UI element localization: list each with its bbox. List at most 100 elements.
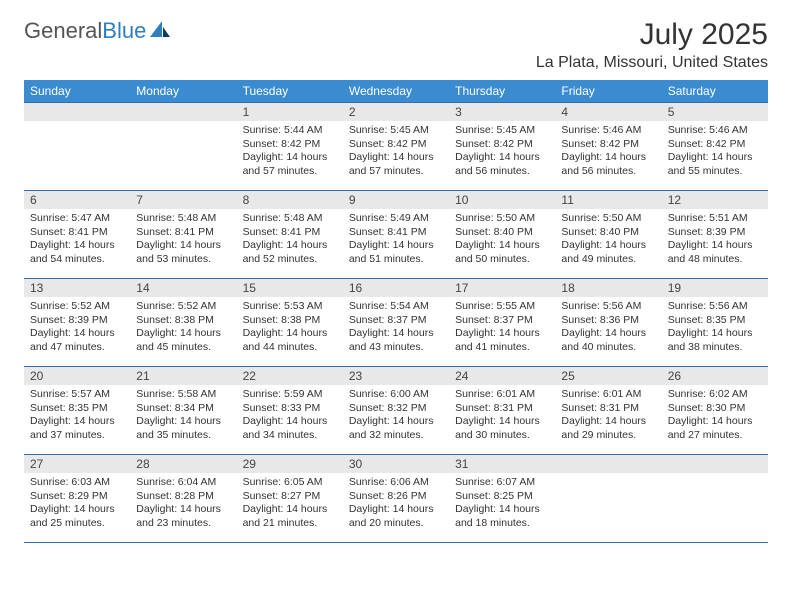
daylight-text: Daylight: 14 hours and 37 minutes. [30, 415, 124, 442]
day-details: Sunrise: 6:01 AMSunset: 8:31 PMDaylight:… [449, 385, 555, 447]
day-number: 6 [24, 191, 130, 209]
calendar-day-cell: 14Sunrise: 5:52 AMSunset: 8:38 PMDayligh… [130, 279, 236, 367]
calendar-body: 1Sunrise: 5:44 AMSunset: 8:42 PMDaylight… [24, 103, 768, 543]
sunrise-text: Sunrise: 5:53 AM [243, 300, 337, 314]
calendar-day-cell: 28Sunrise: 6:04 AMSunset: 8:28 PMDayligh… [130, 455, 236, 543]
calendar-day-cell: 26Sunrise: 6:02 AMSunset: 8:30 PMDayligh… [662, 367, 768, 455]
daylight-text: Daylight: 14 hours and 25 minutes. [30, 503, 124, 530]
day-details: Sunrise: 5:48 AMSunset: 8:41 PMDaylight:… [237, 209, 343, 271]
day-details: Sunrise: 5:54 AMSunset: 8:37 PMDaylight:… [343, 297, 449, 359]
day-details: Sunrise: 5:44 AMSunset: 8:42 PMDaylight:… [237, 121, 343, 183]
daylight-text: Daylight: 14 hours and 57 minutes. [349, 151, 443, 178]
daylight-text: Daylight: 14 hours and 43 minutes. [349, 327, 443, 354]
day-number: 18 [555, 279, 661, 297]
daylight-text: Daylight: 14 hours and 20 minutes. [349, 503, 443, 530]
day-number: 25 [555, 367, 661, 385]
calendar-day-cell: 16Sunrise: 5:54 AMSunset: 8:37 PMDayligh… [343, 279, 449, 367]
day-details: Sunrise: 5:49 AMSunset: 8:41 PMDaylight:… [343, 209, 449, 271]
day-details: Sunrise: 5:57 AMSunset: 8:35 PMDaylight:… [24, 385, 130, 447]
daylight-text: Daylight: 14 hours and 45 minutes. [136, 327, 230, 354]
sunrise-text: Sunrise: 6:07 AM [455, 476, 549, 490]
sunset-text: Sunset: 8:41 PM [349, 226, 443, 240]
sunset-text: Sunset: 8:32 PM [349, 402, 443, 416]
sunrise-text: Sunrise: 6:02 AM [668, 388, 762, 402]
day-number: 13 [24, 279, 130, 297]
sunrise-text: Sunrise: 5:44 AM [243, 124, 337, 138]
month-title: July 2025 [536, 18, 768, 52]
sunset-text: Sunset: 8:38 PM [136, 314, 230, 328]
day-number-empty [24, 103, 130, 121]
sunrise-text: Sunrise: 6:05 AM [243, 476, 337, 490]
day-details: Sunrise: 5:59 AMSunset: 8:33 PMDaylight:… [237, 385, 343, 447]
day-number: 17 [449, 279, 555, 297]
sunrise-text: Sunrise: 5:58 AM [136, 388, 230, 402]
day-details: Sunrise: 6:02 AMSunset: 8:30 PMDaylight:… [662, 385, 768, 447]
calendar-day-cell: 19Sunrise: 5:56 AMSunset: 8:35 PMDayligh… [662, 279, 768, 367]
day-number: 28 [130, 455, 236, 473]
day-number: 20 [24, 367, 130, 385]
daylight-text: Daylight: 14 hours and 38 minutes. [668, 327, 762, 354]
sunset-text: Sunset: 8:34 PM [136, 402, 230, 416]
calendar-week-row: 13Sunrise: 5:52 AMSunset: 8:39 PMDayligh… [24, 279, 768, 367]
day-number-empty [662, 455, 768, 473]
calendar-day-cell: 29Sunrise: 6:05 AMSunset: 8:27 PMDayligh… [237, 455, 343, 543]
sunset-text: Sunset: 8:31 PM [561, 402, 655, 416]
calendar-day-cell: 27Sunrise: 6:03 AMSunset: 8:29 PMDayligh… [24, 455, 130, 543]
day-details: Sunrise: 5:56 AMSunset: 8:35 PMDaylight:… [662, 297, 768, 359]
calendar-day-cell [662, 455, 768, 543]
calendar-day-cell: 21Sunrise: 5:58 AMSunset: 8:34 PMDayligh… [130, 367, 236, 455]
sunset-text: Sunset: 8:42 PM [455, 138, 549, 152]
sunset-text: Sunset: 8:35 PM [30, 402, 124, 416]
sail-icon [148, 19, 174, 44]
daylight-text: Daylight: 14 hours and 56 minutes. [561, 151, 655, 178]
sunset-text: Sunset: 8:42 PM [243, 138, 337, 152]
day-details: Sunrise: 5:45 AMSunset: 8:42 PMDaylight:… [449, 121, 555, 183]
sunrise-text: Sunrise: 5:47 AM [30, 212, 124, 226]
daylight-text: Daylight: 14 hours and 29 minutes. [561, 415, 655, 442]
sunrise-text: Sunrise: 5:46 AM [561, 124, 655, 138]
sunset-text: Sunset: 8:35 PM [668, 314, 762, 328]
day-details: Sunrise: 5:50 AMSunset: 8:40 PMDaylight:… [555, 209, 661, 271]
sunset-text: Sunset: 8:31 PM [455, 402, 549, 416]
sunrise-text: Sunrise: 5:52 AM [30, 300, 124, 314]
sunrise-text: Sunrise: 5:48 AM [136, 212, 230, 226]
sunrise-text: Sunrise: 5:55 AM [455, 300, 549, 314]
daylight-text: Daylight: 14 hours and 57 minutes. [243, 151, 337, 178]
day-number: 5 [662, 103, 768, 121]
weekday-header: Tuesday [237, 80, 343, 103]
sunset-text: Sunset: 8:42 PM [349, 138, 443, 152]
daylight-text: Daylight: 14 hours and 55 minutes. [668, 151, 762, 178]
sunrise-text: Sunrise: 5:56 AM [668, 300, 762, 314]
calendar-week-row: 1Sunrise: 5:44 AMSunset: 8:42 PMDaylight… [24, 103, 768, 191]
sunset-text: Sunset: 8:40 PM [455, 226, 549, 240]
weekday-header: Saturday [662, 80, 768, 103]
day-number: 14 [130, 279, 236, 297]
location-text: La Plata, Missouri, United States [536, 54, 768, 72]
day-number: 29 [237, 455, 343, 473]
title-block: July 2025 La Plata, Missouri, United Sta… [536, 18, 768, 72]
day-number: 10 [449, 191, 555, 209]
day-details: Sunrise: 5:52 AMSunset: 8:38 PMDaylight:… [130, 297, 236, 359]
sunset-text: Sunset: 8:42 PM [561, 138, 655, 152]
day-number: 11 [555, 191, 661, 209]
calendar-day-cell: 2Sunrise: 5:45 AMSunset: 8:42 PMDaylight… [343, 103, 449, 191]
sunset-text: Sunset: 8:39 PM [668, 226, 762, 240]
calendar-day-cell: 31Sunrise: 6:07 AMSunset: 8:25 PMDayligh… [449, 455, 555, 543]
sunrise-text: Sunrise: 6:01 AM [455, 388, 549, 402]
sunset-text: Sunset: 8:27 PM [243, 490, 337, 504]
sunset-text: Sunset: 8:37 PM [455, 314, 549, 328]
weekday-header: Sunday [24, 80, 130, 103]
calendar-day-cell: 8Sunrise: 5:48 AMSunset: 8:41 PMDaylight… [237, 191, 343, 279]
sunset-text: Sunset: 8:33 PM [243, 402, 337, 416]
calendar-week-row: 27Sunrise: 6:03 AMSunset: 8:29 PMDayligh… [24, 455, 768, 543]
calendar-day-cell: 17Sunrise: 5:55 AMSunset: 8:37 PMDayligh… [449, 279, 555, 367]
sunset-text: Sunset: 8:26 PM [349, 490, 443, 504]
daylight-text: Daylight: 14 hours and 18 minutes. [455, 503, 549, 530]
sunrise-text: Sunrise: 5:51 AM [668, 212, 762, 226]
daylight-text: Daylight: 14 hours and 51 minutes. [349, 239, 443, 266]
day-details: Sunrise: 5:45 AMSunset: 8:42 PMDaylight:… [343, 121, 449, 183]
calendar-day-cell [24, 103, 130, 191]
sunset-text: Sunset: 8:38 PM [243, 314, 337, 328]
day-number: 22 [237, 367, 343, 385]
daylight-text: Daylight: 14 hours and 52 minutes. [243, 239, 337, 266]
